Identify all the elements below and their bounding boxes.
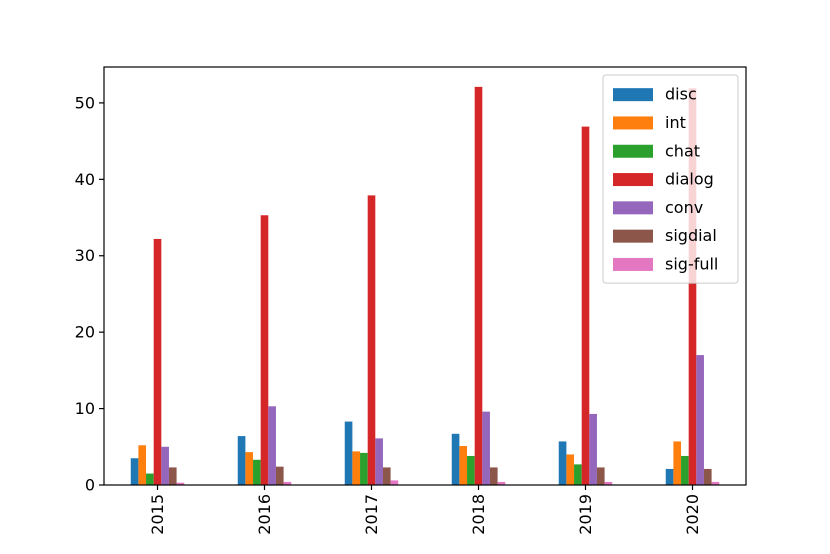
bar-sigdial-2015: [168, 467, 177, 485]
bar-dialog-2016: [260, 215, 269, 485]
bar-chat-2017: [360, 452, 368, 485]
bar-sig-full-2015: [176, 482, 185, 485]
legend-swatch-int: [613, 116, 653, 130]
x-tick-label-2019: 2019: [576, 494, 595, 535]
x-tick-label-2017: 2017: [362, 494, 381, 535]
bar-sigdial-2019: [596, 467, 605, 485]
bars-layer: [130, 86, 720, 486]
bar-disc-2015: [130, 458, 139, 485]
bar-chat-2020: [681, 455, 689, 485]
bar-sig-full-2020: [711, 481, 720, 485]
bar-chat-2016: [253, 459, 261, 485]
bar-sigdial-2016: [275, 466, 284, 485]
legend-label-sigdial: sigdial: [665, 226, 717, 245]
legend-swatch-disc: [613, 88, 653, 102]
bar-conv-2019: [589, 413, 597, 485]
y-tick-label-30: 30: [75, 246, 95, 265]
bar-sig-full-2019: [604, 481, 613, 485]
bar-dialog-2020: [688, 88, 697, 486]
bar-int-2019: [566, 454, 575, 485]
bar-chat-2015: [146, 473, 154, 485]
bar-sig-full-2017: [390, 480, 399, 485]
y-tick-label-0: 0: [85, 476, 95, 495]
bar-int-2018: [459, 446, 468, 485]
bar-sig-full-2018: [497, 481, 506, 485]
bar-conv-2016: [268, 406, 276, 485]
bar-sigdial-2020: [703, 468, 712, 485]
legend-label-sig-full: sig-full: [665, 254, 718, 273]
x-tick-label-2016: 2016: [255, 494, 274, 535]
bar-sigdial-2017: [382, 467, 391, 485]
legend: disc int chat dialog conv sigdial sig-full: [602, 74, 739, 284]
y-tick-label-40: 40: [75, 170, 95, 189]
legend-label-conv: conv: [665, 198, 703, 217]
bar-dialog-2015: [153, 238, 162, 485]
plot-frame: [103, 66, 747, 486]
bar-int-2015: [138, 445, 147, 485]
bar-conv-2020: [696, 355, 704, 485]
legend-swatch-dialog: [613, 173, 653, 187]
bar-int-2016: [245, 452, 254, 485]
legend-label-disc: disc: [665, 85, 697, 104]
legend-label-int: int: [665, 113, 686, 132]
axes-layer: 0 10 20 30 40 50 2015 2016 2017 2018 2019 2020: [75, 66, 747, 535]
y-tick-label-10: 10: [75, 399, 95, 418]
bar-dialog-2019: [581, 126, 590, 486]
legend-swatch-sig-full: [613, 257, 653, 271]
bar-sig-full-2016: [283, 481, 292, 485]
legend-label-chat: chat: [665, 141, 700, 160]
bar-conv-2018: [482, 411, 490, 485]
x-tick-label-2018: 2018: [469, 494, 488, 535]
bar-chat-2019: [574, 464, 582, 485]
bar-conv-2015: [161, 446, 169, 485]
y-tick-label-20: 20: [75, 323, 95, 342]
y-tick-label-50: 50: [75, 93, 95, 112]
bar-chat-2018: [467, 455, 475, 485]
x-tick-label-2015: 2015: [148, 494, 167, 535]
bar-disc-2016: [237, 436, 246, 485]
legend-label-dialog: dialog: [665, 170, 714, 189]
legend-swatch-sigdial: [613, 229, 653, 243]
bar-int-2020: [673, 441, 682, 485]
bar-disc-2020: [665, 468, 674, 485]
legend-swatch-conv: [613, 201, 653, 215]
bar-int-2017: [352, 451, 361, 485]
x-tick-label-2020: 2020: [683, 494, 702, 535]
bar-dialog-2018: [474, 86, 483, 486]
bar-dialog-2017: [367, 195, 376, 485]
bar-sigdial-2018: [489, 467, 498, 485]
bar-disc-2018: [451, 433, 460, 485]
legend-swatch-chat: [613, 144, 653, 158]
bar-disc-2017: [344, 421, 353, 485]
bar-conv-2017: [375, 438, 383, 485]
bar-disc-2019: [558, 441, 567, 485]
